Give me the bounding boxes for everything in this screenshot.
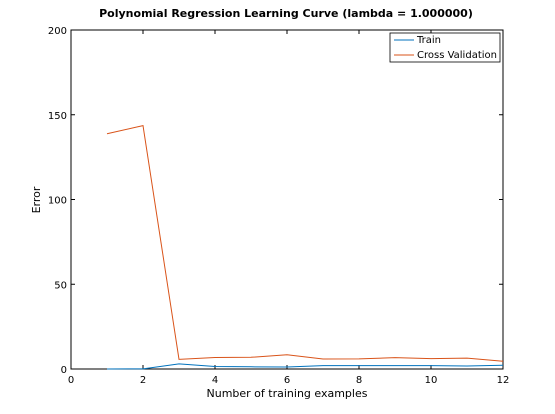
y-tick-label-3: 150 — [48, 111, 67, 122]
x-tick-label-0: 0 — [68, 375, 74, 386]
series-line-1 — [106, 124, 504, 362]
x-tick-label-4: 8 — [356, 375, 362, 386]
x-tick-label-3: 6 — [284, 375, 290, 386]
x-tick-label-1: 2 — [140, 375, 146, 386]
chart-title: Polynomial Regression Learning Curve (la… — [99, 7, 473, 20]
legend-train-label: Train — [416, 35, 441, 46]
x-axis-label: Number of training examples — [207, 387, 368, 400]
y-tick-label-4: 200 — [48, 26, 67, 37]
y-tick-label-2: 100 — [48, 196, 67, 207]
x-tick-label-2: 4 — [212, 375, 218, 386]
y-tick-label-1: 50 — [54, 280, 67, 291]
legend-box — [389, 32, 501, 63]
plot-area — [70, 29, 504, 370]
legend: Train Cross Validation — [389, 32, 501, 63]
x-tick-label-5: 10 — [425, 375, 438, 386]
series-line-0 — [106, 363, 504, 370]
x-tick-label-6: 12 — [497, 375, 510, 386]
series-layer — [106, 124, 504, 370]
y-axis-label: Error — [30, 186, 43, 213]
y-tick-label-0: 0 — [61, 365, 67, 376]
legend-cv-label: Cross Validation — [417, 50, 497, 61]
